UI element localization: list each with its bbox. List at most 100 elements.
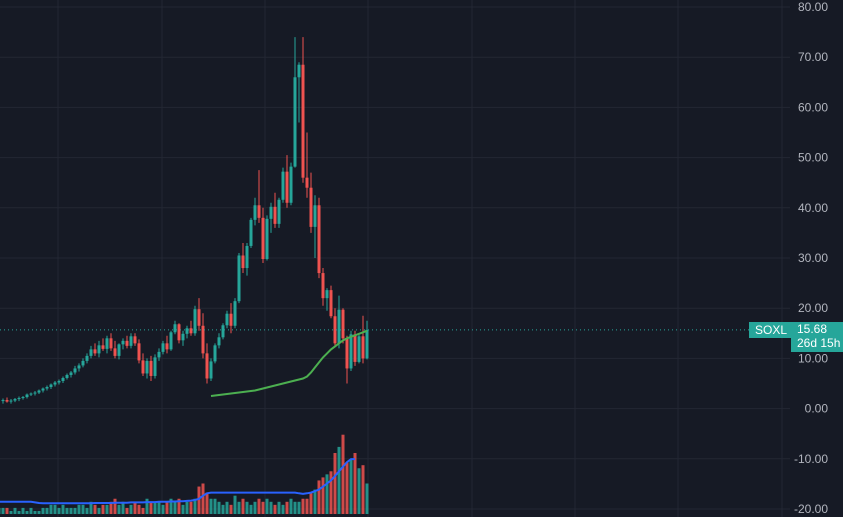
- candle-body[interactable]: [293, 77, 297, 167]
- candle-body[interactable]: [301, 64, 305, 178]
- candle-body[interactable]: [329, 290, 333, 317]
- candle-body[interactable]: [321, 273, 325, 299]
- candle-body[interactable]: [229, 313, 233, 326]
- candle-body[interactable]: [121, 340, 125, 345]
- candle-body[interactable]: [5, 400, 9, 402]
- candle-body[interactable]: [349, 334, 353, 369]
- candle-body[interactable]: [13, 399, 17, 401]
- candle-body[interactable]: [325, 290, 329, 299]
- candle-body[interactable]: [49, 384, 53, 388]
- candle-body[interactable]: [225, 313, 229, 326]
- candle-body[interactable]: [33, 392, 37, 394]
- candle-body[interactable]: [157, 351, 161, 358]
- candle-body[interactable]: [341, 309, 345, 339]
- candle-body[interactable]: [181, 333, 185, 341]
- candle-body[interactable]: [161, 343, 165, 352]
- candle-body[interactable]: [113, 348, 117, 356]
- candle-body[interactable]: [65, 374, 69, 378]
- volume-bar: [57, 507, 61, 514]
- candle-body[interactable]: [69, 372, 73, 375]
- candle-body[interactable]: [57, 380, 61, 383]
- candle-body[interactable]: [269, 206, 273, 219]
- candle-body[interactable]: [125, 340, 129, 346]
- candle-body[interactable]: [29, 393, 33, 395]
- candle-body[interactable]: [153, 357, 157, 376]
- candle-body[interactable]: [61, 377, 65, 381]
- candle-body[interactable]: [277, 199, 281, 224]
- candle-body[interactable]: [281, 171, 285, 200]
- candle-body[interactable]: [261, 217, 265, 260]
- candle-body[interactable]: [93, 349, 97, 354]
- candle-body[interactable]: [365, 329, 369, 359]
- candle-body[interactable]: [345, 338, 349, 369]
- candle-body[interactable]: [85, 355, 89, 361]
- candle-body[interactable]: [169, 332, 173, 350]
- candle-body[interactable]: [73, 368, 77, 373]
- candle-body[interactable]: [305, 177, 309, 188]
- candle-body[interactable]: [45, 387, 49, 389]
- candle-body[interactable]: [1, 400, 5, 402]
- candle-body[interactable]: [249, 219, 253, 246]
- candle-body[interactable]: [149, 360, 153, 376]
- candle-body[interactable]: [17, 398, 21, 400]
- candle-body[interactable]: [273, 206, 277, 224]
- candle-body[interactable]: [185, 328, 189, 334]
- price-tick-label: 0.00: [805, 402, 829, 416]
- candle-body[interactable]: [101, 345, 105, 349]
- candle-body[interactable]: [357, 336, 361, 362]
- candle-body[interactable]: [193, 309, 197, 334]
- candle-body[interactable]: [333, 316, 337, 344]
- candle-body[interactable]: [117, 344, 121, 356]
- candle-body[interactable]: [53, 382, 57, 385]
- volume-bar: [165, 501, 169, 514]
- candle-body[interactable]: [89, 349, 93, 356]
- candle-body[interactable]: [133, 336, 137, 344]
- price-axis[interactable]: 80.00 70.00 60.00 50.00 40.00 30.00 20.00 10.00…: [794, 0, 828, 516]
- candle-body[interactable]: [221, 325, 225, 338]
- candle-body[interactable]: [109, 338, 113, 349]
- candle-body[interactable]: [81, 360, 85, 366]
- candle-body[interactable]: [189, 328, 193, 334]
- candle-body[interactable]: [141, 360, 145, 374]
- candle-body[interactable]: [309, 187, 313, 227]
- candle-body[interactable]: [297, 64, 301, 78]
- candle-body[interactable]: [257, 205, 261, 218]
- candle-body[interactable]: [165, 343, 169, 350]
- candle-body[interactable]: [241, 255, 245, 269]
- candle-body[interactable]: [213, 345, 217, 362]
- candle-body[interactable]: [177, 324, 181, 341]
- candle-body[interactable]: [201, 325, 205, 354]
- candle-body[interactable]: [173, 324, 177, 333]
- candle-body[interactable]: [285, 171, 289, 203]
- candle-body[interactable]: [245, 245, 249, 269]
- candle-body[interactable]: [237, 255, 241, 302]
- candle-body[interactable]: [41, 388, 45, 391]
- candle-body[interactable]: [337, 309, 341, 344]
- candle-body[interactable]: [97, 345, 101, 354]
- candle-body[interactable]: [77, 365, 81, 369]
- candle-body[interactable]: [313, 205, 317, 227]
- candle-body[interactable]: [145, 360, 149, 374]
- candle-body[interactable]: [137, 343, 141, 361]
- candle-body[interactable]: [289, 166, 293, 203]
- candle-body[interactable]: [317, 205, 321, 274]
- candle-body[interactable]: [253, 205, 257, 220]
- grid-lines: [0, 0, 790, 517]
- candle-body[interactable]: [197, 309, 201, 326]
- candle-body[interactable]: [361, 336, 365, 359]
- candle-body[interactable]: [25, 394, 29, 398]
- candle-body[interactable]: [129, 336, 133, 346]
- candle-body[interactable]: [205, 353, 209, 379]
- candle-body[interactable]: [105, 338, 109, 349]
- candle-body[interactable]: [233, 301, 237, 326]
- candle-body[interactable]: [265, 218, 269, 260]
- volume-bar: [153, 501, 157, 514]
- candle-body[interactable]: [217, 337, 221, 346]
- candle-body[interactable]: [9, 400, 13, 402]
- candle-body[interactable]: [21, 397, 25, 399]
- candle-body[interactable]: [353, 334, 357, 362]
- candle-body[interactable]: [209, 361, 213, 379]
- candle-body[interactable]: [37, 390, 41, 393]
- candlesticks[interactable]: [1, 37, 369, 404]
